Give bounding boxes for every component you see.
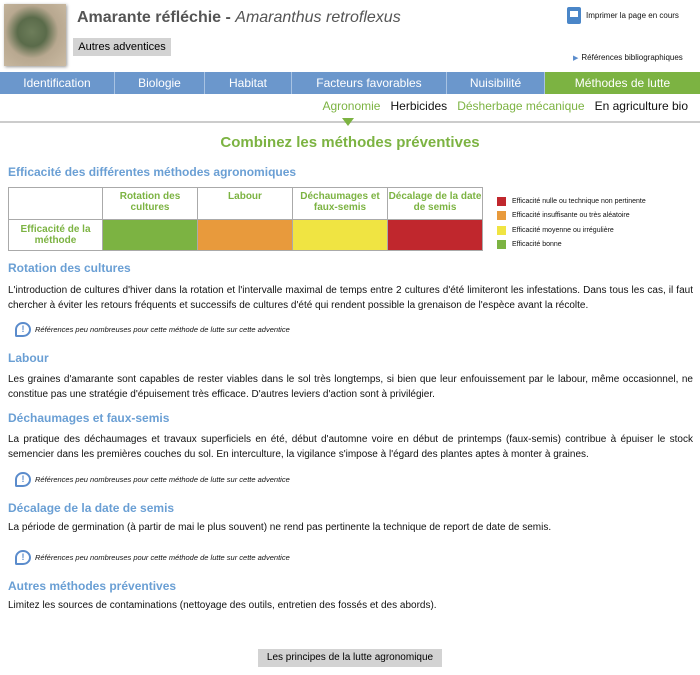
section-text: Les graines d'amarante sont capables de … — [8, 374, 693, 400]
latin-name: Amaranthus retroflexus — [235, 9, 401, 26]
subtab-desherbage-mecanique[interactable]: Désherbage mécanique — [457, 99, 585, 113]
rating-cell — [102, 219, 198, 251]
legend-label: Efficacité nulle ou technique non pertin… — [512, 197, 646, 205]
section-heading: Autres méthodes préventives — [8, 579, 177, 593]
subtab-agronomie[interactable]: Agronomie — [322, 99, 381, 113]
section-title: Combinez les méthodes préventives — [220, 134, 480, 151]
info-bubble-icon: ! — [15, 322, 31, 337]
triangle-right-icon: ▶ — [573, 55, 579, 62]
legend: Efficacité nulle ou technique non pertin… — [497, 194, 646, 252]
legend-label: Efficacité moyenne ou irrégulière — [512, 226, 614, 234]
tab-habitat[interactable]: Habitat — [205, 72, 292, 94]
print-link[interactable]: Imprimer la page en cours — [567, 7, 679, 24]
section-text: L'introduction de cultures d'hiver dans … — [8, 285, 693, 311]
note-text: Références peu nombreuses pour cette mét… — [35, 553, 290, 562]
section-text: La période de germination (à partir de m… — [8, 522, 552, 533]
note-text: Références peu nombreuses pour cette mét… — [35, 475, 290, 484]
active-pointer-icon — [342, 118, 354, 126]
rating-cell — [197, 219, 293, 251]
legend-swatch — [497, 225, 506, 235]
column-header: Déchaumages et faux-semis — [292, 187, 388, 220]
note-text: Références peu nombreuses pour cette mét… — [35, 325, 290, 334]
sub-nav: Agronomie Herbicides Désherbage mécaniqu… — [322, 99, 688, 113]
subtab-agriculture-bio[interactable]: En agriculture bio — [594, 99, 688, 113]
note: ! Références peu nombreuses pour cette mé… — [15, 472, 290, 487]
row-label: Efficacité de la méthode — [8, 219, 103, 251]
common-name: Amarante réfléchie — [77, 9, 222, 26]
info-bubble-icon: ! — [15, 550, 31, 565]
section-heading: Labour — [8, 351, 49, 365]
other-weeds-button[interactable]: Autres adventices — [73, 38, 171, 56]
section-text: La pratique des déchaumages et travaux s… — [8, 434, 693, 460]
table-title: Efficacité des différentes méthodes agro… — [8, 165, 297, 179]
weed-photo — [4, 4, 66, 66]
legend-label: Efficacité bonne — [512, 241, 562, 249]
tab-identification[interactable]: Identification — [0, 72, 115, 94]
info-bubble-icon: ! — [15, 472, 31, 487]
section-heading: Décalage de la date de semis — [8, 501, 175, 515]
legend-label: Efficacité insuffisante ou très aléatoir… — [512, 212, 630, 220]
page-title: Amarante réfléchie - Amaranthus retrofle… — [77, 9, 401, 27]
agronomic-principles-button[interactable]: Les principes de la lutte agronomique — [258, 649, 442, 667]
rating-cell — [387, 219, 483, 251]
section-heading: Déchaumages et faux-semis — [8, 411, 170, 425]
section-text: Limitez les sources de contaminations (n… — [8, 600, 437, 611]
tab-facteurs-favorables[interactable]: Facteurs favorables — [292, 72, 447, 94]
column-header: Décalage de la date de semis — [387, 187, 483, 220]
legend-item: Efficacité bonne — [497, 238, 646, 253]
efficacy-table: Rotation des cultures Labour Déchaumages… — [8, 187, 483, 251]
title-separator: - — [221, 9, 236, 26]
legend-swatch — [497, 211, 506, 221]
print-icon — [567, 7, 581, 24]
note: ! Références peu nombreuses pour cette mé… — [15, 322, 290, 337]
legend-item: Efficacité nulle ou technique non pertin… — [497, 194, 646, 209]
tab-nuisibilite[interactable]: Nuisibilité — [447, 72, 545, 94]
references-label: Références bibliographiques — [581, 53, 683, 62]
table-corner — [8, 187, 103, 220]
legend-swatch — [497, 240, 506, 250]
section-heading: Rotation des cultures — [8, 261, 131, 275]
references-link[interactable]: ▶ Références bibliographiques — [573, 53, 683, 62]
tab-methodes-de-lutte[interactable]: Méthodes de lutte — [545, 72, 700, 94]
print-label: Imprimer la page en cours — [586, 11, 679, 20]
rating-cell — [292, 219, 388, 251]
column-header: Rotation des cultures — [102, 187, 198, 220]
note: ! Références peu nombreuses pour cette mé… — [15, 550, 290, 565]
main-nav: Identification Biologie Habitat Facteurs… — [0, 72, 700, 94]
subtab-herbicides[interactable]: Herbicides — [390, 99, 448, 113]
legend-item: Efficacité moyenne ou irrégulière — [497, 223, 646, 238]
tab-biologie[interactable]: Biologie — [115, 72, 205, 94]
legend-swatch — [497, 196, 506, 206]
legend-item: Efficacité insuffisante ou très aléatoir… — [497, 209, 646, 224]
column-header: Labour — [197, 187, 293, 220]
